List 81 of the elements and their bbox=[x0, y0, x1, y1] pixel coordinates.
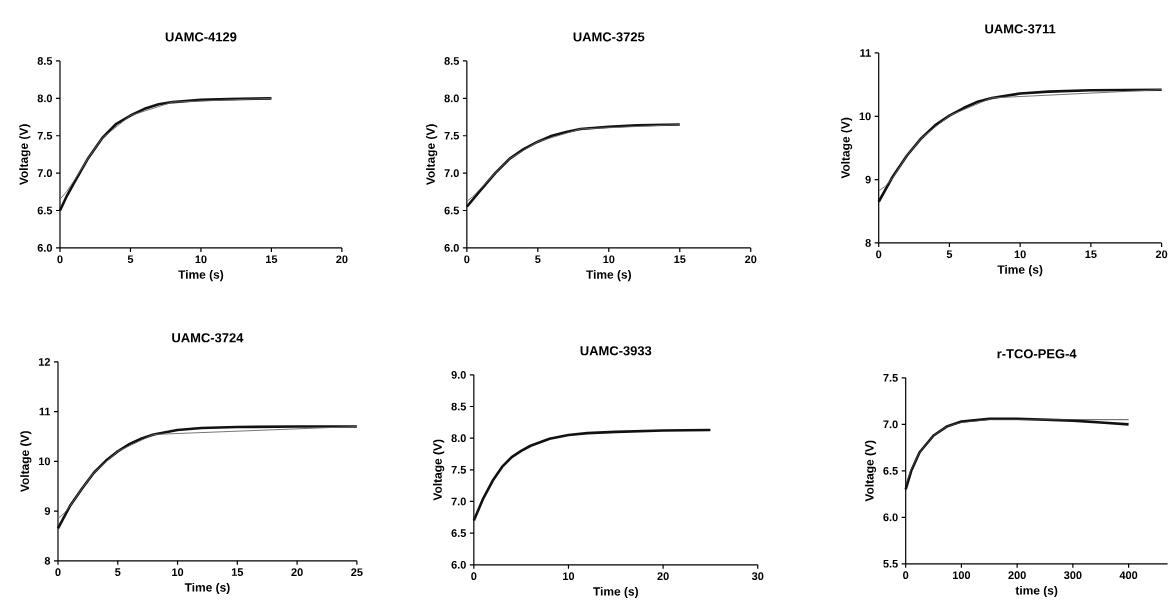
x-tick-label: 25 bbox=[351, 568, 363, 577]
y-tick-label: 6.0 bbox=[451, 561, 466, 569]
chart-title: UAMC-4129 bbox=[165, 32, 237, 42]
x-tick-label: 5 bbox=[127, 255, 134, 264]
x-tick-label: 0 bbox=[464, 255, 470, 264]
y-tick-label: 7.5 bbox=[444, 132, 460, 140]
y-tick-label: 10 bbox=[38, 457, 51, 466]
x-tick-label: 100 bbox=[952, 571, 971, 580]
y-tick-label: 6.5 bbox=[883, 467, 898, 475]
chart-title: UAMC-3933 bbox=[580, 346, 652, 356]
y-tick-label: 12 bbox=[38, 358, 51, 366]
x-axis-title: time (s) bbox=[1015, 586, 1058, 598]
x-axis-title: Time (s) bbox=[997, 265, 1043, 277]
y-tick-label: 6.5 bbox=[37, 206, 53, 215]
x-tick-label: 15 bbox=[266, 255, 278, 264]
x-axis-title: Time (s) bbox=[178, 270, 224, 282]
y-tick-label: 6.0 bbox=[883, 513, 898, 522]
x-tick-label: 20 bbox=[745, 255, 757, 264]
y-tick-label: 8.0 bbox=[37, 94, 53, 103]
chart-title: UAMC-3725 bbox=[573, 32, 645, 42]
y-axis-title: Voltage (V) bbox=[864, 440, 877, 502]
x-tick-label: 20 bbox=[336, 255, 348, 264]
x-tick-label: 10 bbox=[195, 255, 207, 264]
x-axis-title: Time (s) bbox=[184, 583, 230, 595]
y-tick-label: 7.5 bbox=[883, 374, 898, 382]
y-tick-label: 9 bbox=[865, 175, 871, 184]
x-tick-label: 5 bbox=[115, 568, 121, 577]
x-tick-label: 400 bbox=[1119, 571, 1138, 580]
x-tick-label: 5 bbox=[946, 250, 953, 259]
y-tick-label: 5.5 bbox=[883, 560, 898, 568]
y-axis-title: Voltage (V) bbox=[426, 124, 438, 186]
y-tick-label: 7.0 bbox=[883, 420, 898, 429]
y-tick-label: 10 bbox=[859, 112, 871, 121]
y-tick-label: 9 bbox=[44, 507, 51, 516]
y-tick-label: 6.5 bbox=[444, 206, 460, 215]
x-tick-label: 0 bbox=[57, 255, 63, 264]
x-tick-label: 10 bbox=[172, 568, 184, 577]
y-tick-label: 8.5 bbox=[451, 402, 467, 411]
y-tick-label: 7.0 bbox=[444, 169, 459, 178]
y-tick-label: 7.0 bbox=[451, 497, 466, 506]
y-tick-label: 6.0 bbox=[37, 244, 53, 252]
y-tick-label: 7.0 bbox=[37, 169, 53, 178]
y-tick-label: 8.5 bbox=[37, 57, 53, 65]
chart-title: UAMC-3711 bbox=[985, 24, 1056, 34]
y-tick-label: 8.0 bbox=[451, 434, 466, 443]
y-axis-title: Voltage (V) bbox=[20, 431, 32, 493]
x-tick-label: 300 bbox=[1063, 571, 1082, 580]
x-tick-label: 5 bbox=[535, 255, 541, 264]
x-axis-title: Time (s) bbox=[586, 270, 631, 282]
y-axis-title: Voltage (V) bbox=[840, 117, 853, 179]
x-tick-label: 15 bbox=[674, 255, 686, 264]
x-tick-label: 10 bbox=[603, 255, 615, 264]
y-tick-label: 6.0 bbox=[444, 244, 459, 252]
y-tick-label: 7.5 bbox=[451, 466, 467, 474]
y-tick-label: 8 bbox=[44, 557, 51, 565]
chart-title: UAMC-3724 bbox=[172, 333, 244, 343]
y-axis-title: Voltage (V) bbox=[19, 124, 31, 186]
x-tick-label: 20 bbox=[291, 568, 303, 577]
y-tick-label: 9.0 bbox=[451, 371, 466, 379]
x-tick-label: 0 bbox=[876, 250, 882, 259]
x-tick-label: 10 bbox=[1014, 250, 1026, 259]
y-axis-title: Voltage (V) bbox=[433, 439, 445, 501]
y-tick-label: 11 bbox=[860, 49, 871, 57]
x-tick-label: 0 bbox=[471, 572, 477, 581]
y-tick-label: 11 bbox=[39, 407, 51, 416]
x-tick-label: 15 bbox=[1085, 250, 1097, 259]
y-tick-label: 7.5 bbox=[37, 132, 53, 140]
y-tick-label: 8.0 bbox=[444, 94, 459, 103]
y-tick-label: 8 bbox=[865, 239, 871, 247]
x-tick-label: 0 bbox=[55, 568, 61, 577]
x-tick-label: 0 bbox=[903, 571, 909, 580]
x-tick-label: 20 bbox=[1155, 250, 1168, 259]
x-tick-label: 30 bbox=[751, 572, 764, 581]
chart-title: r-TCO-PEG-4 bbox=[997, 349, 1077, 359]
x-tick-label: 10 bbox=[563, 572, 575, 581]
x-tick-label: 200 bbox=[1008, 571, 1026, 580]
x-axis-title: Time (s) bbox=[593, 587, 638, 599]
y-tick-label: 6.5 bbox=[451, 529, 467, 538]
x-tick-label: 15 bbox=[231, 568, 244, 577]
x-tick-label: 20 bbox=[657, 572, 669, 581]
y-tick-label: 8.5 bbox=[444, 57, 460, 65]
